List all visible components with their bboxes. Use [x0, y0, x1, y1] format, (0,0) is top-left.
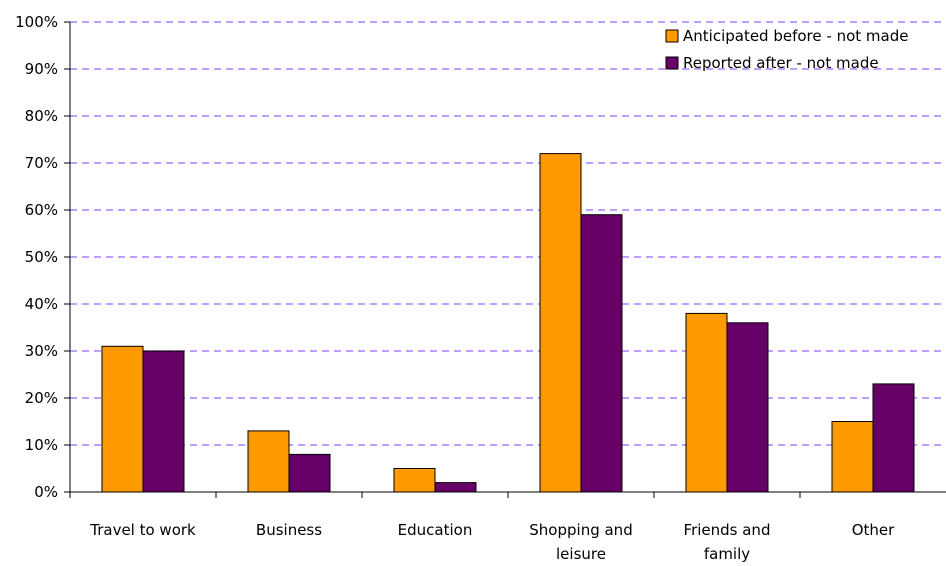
- x-tick-label: Shopping and leisure: [529, 521, 632, 563]
- x-tick-label: Business: [256, 521, 322, 539]
- legend-swatch-reported: [665, 56, 679, 70]
- bar-reported: [434, 482, 477, 493]
- bar-anticipated: [101, 345, 144, 493]
- y-tick-label: 20%: [25, 389, 58, 407]
- bar-anticipated: [539, 153, 582, 493]
- y-tick-label: 70%: [25, 154, 58, 172]
- legend-swatch-anticipated: [665, 29, 679, 43]
- y-tick-label: 80%: [25, 107, 58, 125]
- y-tick-label: 60%: [25, 201, 58, 219]
- x-axis-tick-labels: Travel to work Business Education Shopping …: [69, 492, 895, 563]
- y-tick-label: 0%: [34, 483, 58, 501]
- bar-anticipated: [393, 468, 436, 493]
- bar-anticipated: [685, 312, 728, 493]
- y-tick-label: 100%: [15, 13, 58, 31]
- y-axis-tick-labels: 0% 10% 20% 30% 40% 50% 60% 70% 80% 90% 100%: [15, 13, 70, 501]
- y-tick-label: 50%: [25, 248, 58, 266]
- x-tick-label: Friends and family: [684, 521, 771, 563]
- bars: [101, 153, 915, 493]
- bar-anticipated: [831, 421, 874, 493]
- bar-reported: [872, 383, 915, 493]
- x-tick-label: Other: [852, 521, 895, 539]
- gridlines: [70, 21, 946, 446]
- y-tick-label: 10%: [25, 436, 58, 454]
- bar-reported: [142, 350, 185, 493]
- legend-label-reported: Reported after - not made: [683, 54, 879, 72]
- x-tick-label: Travel to work: [89, 521, 196, 539]
- legend: Anticipated before - not made Reported a…: [665, 27, 908, 72]
- legend-label-anticipated: Anticipated before - not made: [683, 27, 908, 45]
- y-tick-label: 30%: [25, 342, 58, 360]
- bar-anticipated: [247, 430, 290, 493]
- y-tick-label: 90%: [25, 60, 58, 78]
- bar-reported: [288, 453, 331, 493]
- y-tick-label: 40%: [25, 295, 58, 313]
- bar-reported: [726, 322, 769, 493]
- x-tick-label: Education: [398, 521, 473, 539]
- bar-reported: [580, 214, 623, 493]
